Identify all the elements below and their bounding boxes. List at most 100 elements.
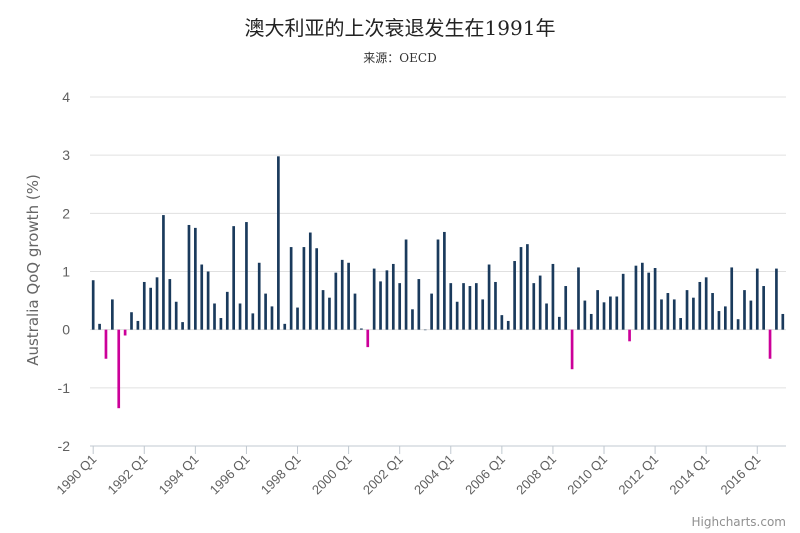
bar[interactable]: [596, 290, 599, 330]
bar[interactable]: [232, 226, 236, 330]
bar[interactable]: [621, 273, 625, 330]
bar[interactable]: [372, 268, 376, 330]
bar[interactable]: [698, 281, 702, 330]
bar[interactable]: [385, 270, 389, 330]
bar[interactable]: [749, 300, 753, 330]
bar[interactable]: [360, 328, 363, 330]
bar[interactable]: [692, 297, 695, 330]
bar[interactable]: [557, 316, 561, 330]
bar[interactable]: [187, 224, 191, 330]
bar[interactable]: [149, 287, 152, 330]
bar[interactable]: [755, 268, 759, 330]
bar[interactable]: [506, 320, 510, 330]
bar[interactable]: [660, 299, 663, 330]
bar[interactable]: [704, 277, 708, 330]
bar[interactable]: [194, 227, 197, 330]
bar[interactable]: [443, 231, 446, 330]
bar[interactable]: [181, 322, 184, 330]
bar[interactable]: [679, 318, 682, 330]
bar[interactable]: [589, 313, 593, 330]
bar[interactable]: [532, 283, 536, 330]
bar[interactable]: [321, 290, 325, 330]
bar[interactable]: [308, 232, 312, 330]
bar[interactable]: [283, 323, 287, 330]
bar[interactable]: [219, 318, 223, 330]
bar[interactable]: [391, 263, 395, 330]
bar[interactable]: [251, 313, 255, 330]
bar[interactable]: [640, 262, 644, 330]
bar[interactable]: [257, 262, 261, 330]
bar[interactable]: [168, 279, 172, 330]
bar[interactable]: [155, 277, 159, 330]
bar[interactable]: [449, 283, 453, 330]
bar[interactable]: [538, 275, 542, 330]
bar[interactable]: [455, 301, 459, 330]
bar[interactable]: [411, 309, 414, 330]
bar[interactable]: [500, 315, 504, 330]
bar[interactable]: [609, 296, 612, 330]
bar[interactable]: [513, 261, 516, 330]
bar[interactable]: [340, 259, 344, 330]
bar[interactable]: [111, 299, 114, 330]
bar[interactable]: [423, 329, 427, 331]
bar[interactable]: [762, 286, 765, 330]
bar[interactable]: [347, 262, 350, 330]
bar[interactable]: [245, 222, 248, 330]
bar[interactable]: [494, 281, 497, 330]
bar[interactable]: [302, 247, 306, 330]
bar[interactable]: [130, 312, 133, 330]
bar[interactable]: [379, 281, 382, 330]
bar[interactable]: [238, 303, 242, 330]
bar[interactable]: [564, 286, 568, 330]
bar[interactable]: [436, 239, 440, 330]
bar[interactable]: [117, 329, 121, 409]
bar[interactable]: [468, 286, 472, 330]
bar[interactable]: [289, 247, 293, 330]
bar[interactable]: [462, 283, 465, 330]
bar[interactable]: [162, 215, 165, 330]
bar[interactable]: [270, 306, 274, 330]
bar[interactable]: [672, 299, 676, 330]
bar[interactable]: [711, 293, 714, 330]
bar[interactable]: [717, 311, 721, 330]
bar[interactable]: [551, 263, 555, 330]
bar[interactable]: [519, 247, 523, 330]
bar[interactable]: [404, 239, 408, 330]
bar[interactable]: [768, 329, 772, 359]
bar[interactable]: [685, 290, 689, 330]
bar[interactable]: [277, 156, 280, 330]
bar[interactable]: [213, 303, 216, 330]
bar[interactable]: [526, 244, 529, 330]
bar[interactable]: [545, 303, 548, 330]
bar[interactable]: [474, 283, 478, 330]
bar[interactable]: [315, 248, 319, 330]
bar[interactable]: [615, 296, 619, 330]
bar[interactable]: [296, 307, 299, 330]
bar[interactable]: [775, 268, 778, 330]
bar[interactable]: [366, 329, 370, 348]
bar[interactable]: [628, 329, 631, 342]
bar[interactable]: [724, 306, 727, 330]
bar[interactable]: [91, 280, 95, 330]
bar[interactable]: [602, 302, 606, 330]
bar[interactable]: [328, 297, 331, 330]
bar[interactable]: [634, 265, 638, 330]
bar[interactable]: [206, 271, 210, 330]
bar[interactable]: [398, 283, 402, 330]
credits-link[interactable]: Highcharts.com: [692, 515, 786, 529]
bar[interactable]: [481, 299, 485, 330]
bar[interactable]: [353, 293, 357, 330]
bar[interactable]: [200, 264, 204, 330]
bar[interactable]: [781, 313, 785, 330]
bar[interactable]: [174, 301, 178, 330]
bar[interactable]: [334, 272, 338, 330]
bar[interactable]: [730, 267, 734, 330]
bar[interactable]: [736, 319, 740, 330]
bar[interactable]: [123, 329, 127, 336]
bar[interactable]: [417, 279, 421, 330]
bar[interactable]: [98, 323, 101, 330]
bar[interactable]: [570, 329, 574, 370]
bar[interactable]: [666, 293, 670, 330]
bar[interactable]: [225, 291, 229, 330]
bar[interactable]: [264, 293, 267, 330]
